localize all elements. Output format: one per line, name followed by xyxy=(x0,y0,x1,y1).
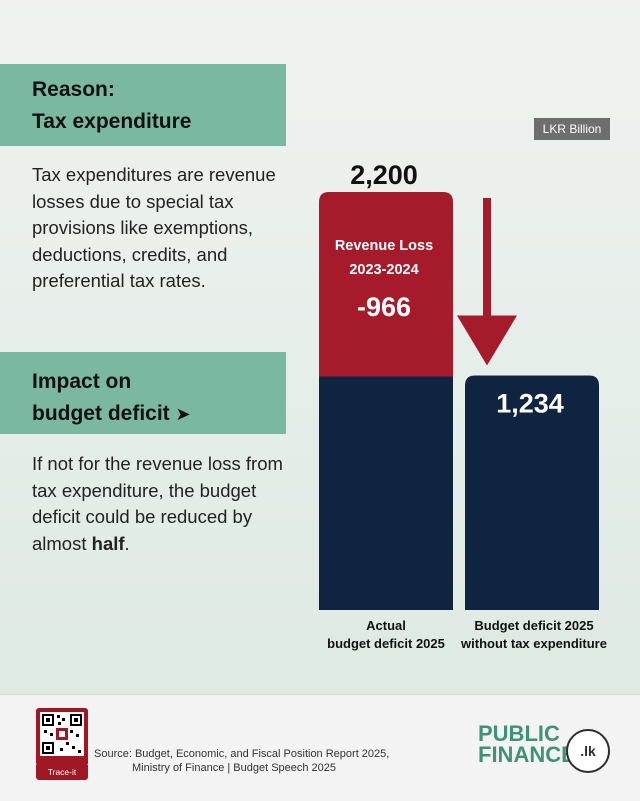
bar-actual-base xyxy=(319,375,453,610)
arrow-right-icon: ➤ xyxy=(175,404,191,424)
source-text: Source: Budget, Economic, and Fiscal Pos… xyxy=(94,747,389,775)
footer: Trace-it Source: Budget, Economic, and F… xyxy=(0,694,640,801)
source-line2: Ministry of Finance | Budget Speech 2025 xyxy=(132,762,337,774)
category-label-1-line2: budget deficit 2025 xyxy=(327,636,445,651)
segment-label-line2: 2023-2024 xyxy=(349,262,418,278)
reason-paragraph: Tax expenditures are revenue losses due … xyxy=(32,164,276,291)
unit-badge: LKR Billion xyxy=(534,118,610,140)
impact-heading-box: Impact on budget deficit ➤ xyxy=(0,352,286,434)
logo-line2: FINANCE xyxy=(478,742,576,767)
reduction-arrow-head xyxy=(457,315,517,366)
category-label-2-line2: without tax expenditure xyxy=(460,636,607,651)
qr-code[interactable] xyxy=(36,708,88,766)
logo-line1: PUBLIC xyxy=(478,721,560,746)
category-label-1-line1: Actual xyxy=(366,618,406,633)
bar-without-tax-expenditure xyxy=(465,375,599,610)
segment-value-label: -966 xyxy=(357,292,411,322)
public-finance-logo: PUBLIC FINANCE xyxy=(478,721,576,767)
impact-paragraph: If not for the revenue loss from tax exp… xyxy=(32,451,294,557)
impact-text-before: If not for the revenue loss from tax exp… xyxy=(32,453,283,554)
qr-label: Trace-it xyxy=(36,765,88,780)
impact-text-bold: half xyxy=(91,532,125,554)
qr-pattern-icon xyxy=(40,712,84,756)
segment-label-line1: Revenue Loss xyxy=(335,238,433,254)
impact-heading-line2: budget deficit xyxy=(32,402,170,425)
source-line1: Source: Budget, Economic, and Fiscal Pos… xyxy=(94,748,390,760)
value-label-without: 1,234 xyxy=(496,389,564,419)
value-label-actual: 2,200 xyxy=(350,160,418,190)
bar-revenue-loss-segment xyxy=(319,192,453,377)
impact-heading-line1: Impact on xyxy=(32,370,132,393)
reason-heading-line2: Tax expenditure xyxy=(32,110,192,133)
reason-heading-line1: Reason: xyxy=(32,78,115,101)
reduction-arrow-shaft xyxy=(483,198,491,324)
impact-text-after: . xyxy=(124,532,130,554)
category-label-2-line1: Budget deficit 2025 xyxy=(474,618,593,633)
reason-heading-box: Reason: Tax expenditure xyxy=(0,64,286,146)
deficit-chart: 2,200 1,234 Revenue Loss 2023-2024 -966 Actua… xyxy=(319,160,607,651)
logo-seal-icon: .lk xyxy=(566,729,610,773)
